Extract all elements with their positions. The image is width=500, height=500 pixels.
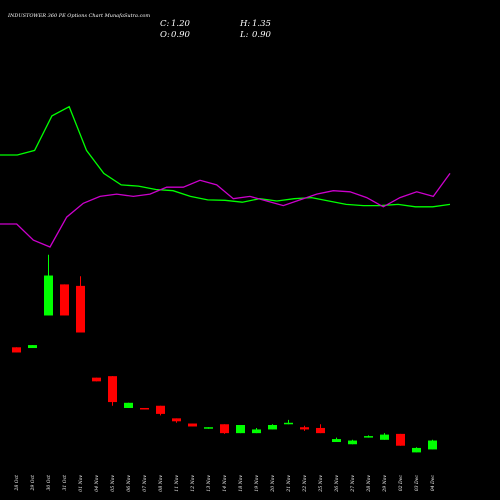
candle-body bbox=[92, 377, 101, 382]
candle-body bbox=[300, 427, 309, 430]
candle-body bbox=[428, 440, 437, 450]
candle-17 bbox=[284, 419, 293, 425]
x-tick-label: 30 Oct bbox=[46, 475, 52, 491]
low-label: L: bbox=[239, 30, 249, 40]
x-axis-ticks: 28 Oct 29 Oct 30 Oct 31 Oct 01 Nov 04 Nov 05 N… bbox=[14, 475, 436, 493]
candle-20 bbox=[332, 437, 341, 443]
candle-5 bbox=[92, 377, 101, 382]
candle-9 bbox=[156, 405, 165, 416]
chart-title: INDUSTOWER 360 PE Options Chart MunafaSu… bbox=[7, 13, 150, 19]
candle-2 bbox=[44, 254, 53, 316]
open-label: O: bbox=[160, 30, 170, 40]
indicator-lines bbox=[0, 105, 451, 248]
candle-4 bbox=[76, 276, 85, 333]
x-tick-label: 05 Nov bbox=[110, 475, 116, 492]
candle-body bbox=[140, 407, 149, 410]
candle-1 bbox=[28, 345, 37, 349]
candle-body bbox=[236, 425, 245, 434]
candle-body bbox=[412, 447, 421, 453]
candle-body bbox=[220, 424, 229, 434]
candle-23 bbox=[380, 433, 389, 440]
x-tick-label: 26 Nov bbox=[334, 475, 340, 493]
candle-0 bbox=[12, 347, 21, 353]
indicator-line-1 bbox=[0, 105, 451, 208]
indicator-line-2 bbox=[0, 173, 451, 248]
candle-body bbox=[204, 427, 213, 429]
high-value: 1.35 bbox=[252, 19, 271, 29]
candle-body bbox=[28, 345, 37, 349]
candle-18 bbox=[300, 425, 309, 431]
candle-body bbox=[348, 440, 357, 445]
x-tick-label: 19 Nov bbox=[254, 475, 260, 492]
x-tick-label: 29 Oct bbox=[30, 475, 36, 492]
candle-body bbox=[60, 284, 69, 316]
candle-body bbox=[156, 405, 165, 414]
candle-26 bbox=[428, 439, 437, 450]
candle-15 bbox=[252, 427, 261, 434]
x-tick-label: 08 Nov bbox=[158, 475, 164, 492]
x-tick-label: 13 Nov bbox=[206, 475, 212, 492]
candle-22 bbox=[364, 435, 373, 438]
candle-14 bbox=[236, 425, 245, 434]
candle-19 bbox=[316, 424, 325, 434]
candle-11 bbox=[188, 423, 197, 427]
x-tick-label: 03 Dec bbox=[414, 475, 420, 492]
x-tick-label: 22 Nov bbox=[302, 475, 308, 493]
x-tick-label: 29 Nov bbox=[382, 475, 388, 493]
candle-12 bbox=[204, 427, 213, 429]
candle-body bbox=[108, 376, 117, 403]
candle-body bbox=[364, 436, 373, 438]
x-tick-label: 07 Nov bbox=[142, 475, 148, 492]
open-value: 0.90 bbox=[171, 30, 191, 40]
candles bbox=[12, 254, 437, 453]
candle-3 bbox=[60, 284, 69, 316]
candle-body bbox=[316, 427, 325, 434]
x-tick-label: 21 Nov bbox=[286, 475, 292, 493]
x-tick-label: 14 Nov bbox=[222, 475, 228, 492]
x-tick-label: 28 Oct bbox=[14, 475, 20, 492]
candle-body bbox=[380, 434, 389, 440]
candle-7 bbox=[124, 402, 133, 408]
candle-body bbox=[252, 429, 261, 434]
candle-body bbox=[44, 275, 53, 316]
candle-10 bbox=[172, 418, 181, 423]
x-tick-label: 06 Nov bbox=[126, 475, 132, 492]
candle-body bbox=[172, 418, 181, 422]
candle-21 bbox=[348, 439, 357, 445]
candle-25 bbox=[412, 447, 421, 453]
x-tick-label: 02 Dec bbox=[398, 475, 404, 492]
x-tick-label: 04 Nov bbox=[94, 475, 100, 492]
candle-body bbox=[188, 423, 197, 427]
x-tick-label: 12 Nov bbox=[190, 475, 196, 492]
x-tick-label: 28 Nov bbox=[366, 475, 372, 493]
candle-body bbox=[76, 285, 85, 333]
candle-body bbox=[332, 439, 341, 443]
x-tick-label: 20 Nov bbox=[270, 475, 276, 493]
candle-24 bbox=[396, 433, 405, 446]
low-value: 0.90 bbox=[252, 30, 272, 40]
close-value: 1.20 bbox=[171, 19, 191, 29]
candle-body bbox=[12, 347, 21, 353]
x-tick-label: 18 Nov bbox=[238, 475, 244, 492]
candle-16 bbox=[268, 424, 277, 430]
candle-8 bbox=[140, 407, 149, 410]
candle-6 bbox=[108, 376, 117, 406]
x-tick-label: 04 Dec bbox=[430, 475, 436, 492]
x-tick-label: 31 Oct bbox=[62, 475, 68, 491]
x-tick-label: 11 Nov bbox=[174, 475, 180, 492]
candle-body bbox=[268, 425, 277, 430]
candle-body bbox=[284, 422, 293, 425]
high-label: H: bbox=[239, 19, 250, 29]
close-label: C: bbox=[160, 19, 170, 29]
x-tick-label: 01 Nov bbox=[78, 475, 84, 492]
candle-body bbox=[396, 433, 405, 446]
candle-13 bbox=[220, 424, 229, 434]
x-tick-label: 27 Nov bbox=[350, 475, 356, 493]
candle-body bbox=[124, 402, 133, 408]
x-tick-label: 25 Nov bbox=[318, 475, 324, 493]
